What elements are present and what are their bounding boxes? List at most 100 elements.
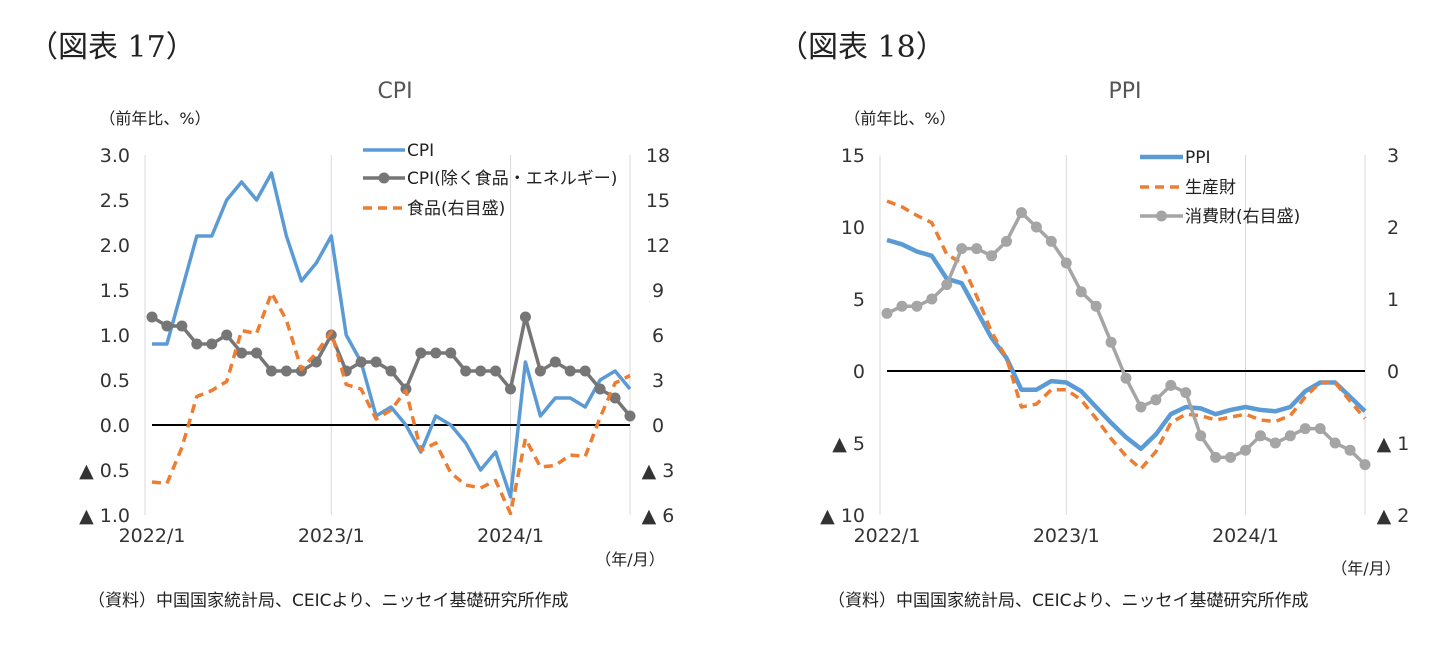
right-tick-label: 0: [652, 415, 664, 437]
left-tick-label: 1.5: [100, 280, 130, 302]
series-2-point: [624, 410, 636, 422]
right-tick-label: 6: [652, 325, 664, 347]
series-2-point: [266, 365, 277, 377]
x-tick-label: 2024/1: [477, 525, 544, 547]
series-2-point: [146, 311, 158, 323]
series-3-line: [151, 291, 631, 516]
series-2-point: [445, 347, 457, 359]
series-2-point: [519, 311, 531, 323]
ppi-chart: PPI（前年比、%）（年/月）2022/1 2023/1 2024/1151050▲…: [820, 79, 1410, 578]
series-3-point: [1284, 430, 1296, 442]
series-3-point: [911, 300, 923, 312]
right-tick-label: 1: [1387, 289, 1399, 311]
x-tick-label: 2023/1: [298, 525, 365, 547]
series-3-point: [1269, 437, 1281, 449]
series-3-point: [1344, 444, 1356, 456]
left-tick-label: ▲ 10: [820, 505, 865, 527]
series-3-point: [1090, 300, 1102, 312]
series-3-point: [1015, 207, 1027, 219]
right-tick-label: 2: [1387, 217, 1399, 239]
right-tick-label: ▲ 1: [1377, 433, 1410, 455]
series-3-point: [1060, 257, 1072, 269]
left-tick-label: 2.5: [100, 190, 130, 212]
source-note-18: （資料）中国国家統計局、CEICより、ニッセイ基礎研究所作成: [828, 591, 1309, 611]
series-2-point: [475, 365, 487, 377]
figure-18-label: （図表 18）: [778, 30, 946, 65]
series-2-point: [490, 365, 502, 377]
source-note-17: （資料）中国国家統計局、CEICより、ニッセイ基礎研究所作成: [88, 591, 569, 611]
series-3-point: [1195, 430, 1207, 442]
left-tick-label: ▲ 5: [832, 433, 865, 455]
series-3-point: [896, 300, 908, 312]
left-tick-label: 15: [841, 145, 865, 167]
series-2-point: [191, 338, 203, 350]
left-tick-label: 3.0: [100, 145, 130, 167]
legend-label: PPI: [1185, 148, 1211, 168]
series-2-point: [579, 365, 591, 377]
right-tick-label: ▲ 3: [642, 460, 675, 482]
series-2-point: [534, 365, 546, 377]
left-tick-label: ▲ 0.5: [79, 460, 130, 482]
series-3-point: [926, 293, 938, 305]
series-2-point: [505, 383, 516, 395]
series-2-point: [355, 356, 367, 368]
series-3-point: [986, 250, 998, 262]
legend-label: 生産財: [1185, 178, 1236, 198]
series-2-point: [430, 347, 442, 359]
series-2-point: [176, 320, 188, 332]
series-2-point: [251, 347, 263, 359]
series-3-point: [1165, 379, 1177, 391]
figure-17-label: （図表 17）: [28, 30, 196, 65]
x-axis-unit: （年/月）: [595, 550, 664, 569]
series-3-point: [1120, 372, 1132, 384]
series-2-line: [886, 199, 1367, 471]
series-1-line: [886, 237, 1367, 452]
series-3-point: [1135, 401, 1147, 413]
series-2-point: [415, 347, 427, 359]
left-axis-unit: （前年比、%）: [844, 109, 955, 128]
series-3-point: [1045, 235, 1057, 247]
left-tick-label: 0.0: [100, 415, 130, 437]
left-tick-label: 10: [841, 217, 865, 239]
legend-label: CPI(除く食品・エネルギー): [407, 169, 617, 189]
series-1-line: [152, 171, 632, 499]
x-tick-label: 2024/1: [1212, 525, 1279, 547]
chart-title: PPI: [1108, 79, 1141, 104]
series-2-point: [310, 356, 322, 368]
x-tick-label: 2022/1: [119, 525, 186, 547]
series-3-point: [1329, 437, 1341, 449]
series-2-point: [609, 392, 621, 404]
x-tick-label: 2022/1: [854, 525, 921, 547]
series-2-point: [564, 365, 576, 377]
series-3-point: [1001, 235, 1012, 247]
legend-label: 消費財(右目盛): [1185, 207, 1300, 227]
left-tick-label: 0.5: [100, 370, 130, 392]
series-2-point: [549, 356, 561, 368]
series-3-point: [1075, 286, 1087, 298]
right-tick-label: 3: [652, 370, 664, 392]
series-3-point: [1150, 394, 1162, 406]
series-3-point: [1225, 451, 1237, 463]
series-3-point: [1359, 459, 1371, 471]
left-tick-label: 5: [853, 289, 865, 311]
legend-label: 食品(右目盛): [407, 199, 505, 219]
right-tick-label: 3: [1387, 145, 1399, 167]
series-2-point: [594, 383, 606, 395]
series-3-point: [1105, 336, 1117, 348]
right-tick-label: 18: [646, 145, 670, 167]
series-3-point: [941, 279, 953, 291]
series-3-point: [1240, 444, 1251, 456]
series-2-point: [385, 365, 397, 377]
left-tick-label: ▲ 1.0: [79, 505, 130, 527]
series-3-point: [1254, 430, 1266, 442]
right-tick-label: 9: [652, 280, 664, 302]
series-3-point: [881, 307, 893, 319]
series-2-point: [280, 365, 292, 377]
cpi-chart: CPI （前年比、%） （年/月） 2022/1 2023/1 2024/1 3.0 2.5 2…: [79, 79, 675, 569]
left-tick-label: 2.0: [100, 235, 130, 257]
legend-label: CPI: [407, 141, 434, 161]
series-3-point: [1314, 423, 1326, 435]
series-3-point: [1180, 387, 1192, 399]
x-axis-unit: （年/月）: [1331, 559, 1400, 578]
x-tick-label: 2023/1: [1033, 525, 1100, 547]
